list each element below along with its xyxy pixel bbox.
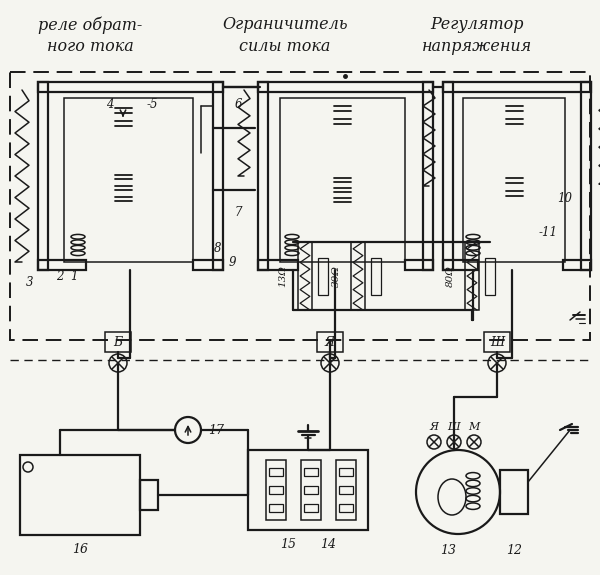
Text: 13: 13: [440, 544, 456, 557]
Bar: [304, 486, 318, 494]
Bar: [465, 242, 479, 310]
Bar: [280, 98, 405, 262]
Text: 80Ω: 80Ω: [445, 265, 455, 287]
Bar: [298, 242, 312, 310]
Bar: [258, 82, 268, 270]
Bar: [443, 82, 453, 270]
Bar: [258, 260, 298, 270]
Bar: [485, 258, 495, 295]
Bar: [339, 504, 353, 512]
Bar: [266, 460, 286, 520]
Text: -11: -11: [539, 225, 557, 239]
Text: Я: Я: [325, 335, 335, 348]
Text: 13Ω: 13Ω: [278, 265, 287, 287]
Text: 3: 3: [26, 275, 34, 289]
Bar: [140, 480, 158, 510]
Bar: [336, 460, 356, 520]
Bar: [563, 260, 591, 270]
Bar: [248, 450, 368, 530]
Bar: [269, 504, 283, 512]
Text: 7: 7: [234, 205, 242, 218]
Text: 16: 16: [72, 543, 88, 556]
Bar: [269, 468, 283, 476]
Text: Ш: Ш: [448, 422, 460, 432]
Bar: [38, 82, 48, 270]
Bar: [351, 242, 365, 310]
Bar: [20, 455, 140, 535]
Bar: [64, 98, 193, 262]
Bar: [484, 332, 510, 352]
Bar: [339, 486, 353, 494]
Text: 17: 17: [208, 424, 224, 436]
Bar: [443, 82, 591, 92]
Bar: [318, 258, 328, 295]
Bar: [304, 504, 318, 512]
Text: Я: Я: [430, 422, 439, 432]
Text: 6: 6: [234, 98, 242, 110]
Bar: [581, 82, 591, 270]
Text: Ш: Ш: [490, 335, 504, 348]
Bar: [405, 260, 433, 270]
Bar: [269, 486, 283, 494]
Bar: [423, 82, 433, 270]
Bar: [371, 258, 381, 295]
Bar: [213, 82, 223, 270]
Text: М: М: [469, 422, 479, 432]
Bar: [304, 468, 318, 476]
Bar: [10, 72, 590, 340]
Text: 8: 8: [214, 242, 222, 255]
Text: реле обрат-
ного тока: реле обрат- ного тока: [38, 16, 142, 55]
Text: 10: 10: [557, 191, 572, 205]
Bar: [317, 332, 343, 352]
Text: 30Ω: 30Ω: [331, 265, 341, 287]
Text: Ограничитель
силы тока: Ограничитель силы тока: [222, 16, 348, 55]
Text: 12: 12: [506, 544, 522, 557]
Text: -5: -5: [146, 98, 158, 110]
Text: 4: 4: [106, 98, 114, 110]
Text: 15: 15: [280, 538, 296, 551]
Bar: [38, 82, 223, 92]
Bar: [193, 260, 223, 270]
Bar: [258, 82, 433, 92]
Bar: [500, 470, 528, 514]
Text: Б: Б: [113, 335, 122, 348]
Bar: [339, 468, 353, 476]
Bar: [38, 260, 86, 270]
Text: Регулятор
напряжения: Регулятор напряжения: [422, 16, 532, 55]
Bar: [443, 260, 478, 270]
Bar: [105, 332, 131, 352]
Text: 14: 14: [320, 538, 336, 551]
Text: 9: 9: [228, 255, 236, 269]
Bar: [463, 98, 565, 262]
Bar: [301, 460, 321, 520]
Text: 1: 1: [70, 270, 78, 282]
Text: 2: 2: [56, 270, 64, 282]
